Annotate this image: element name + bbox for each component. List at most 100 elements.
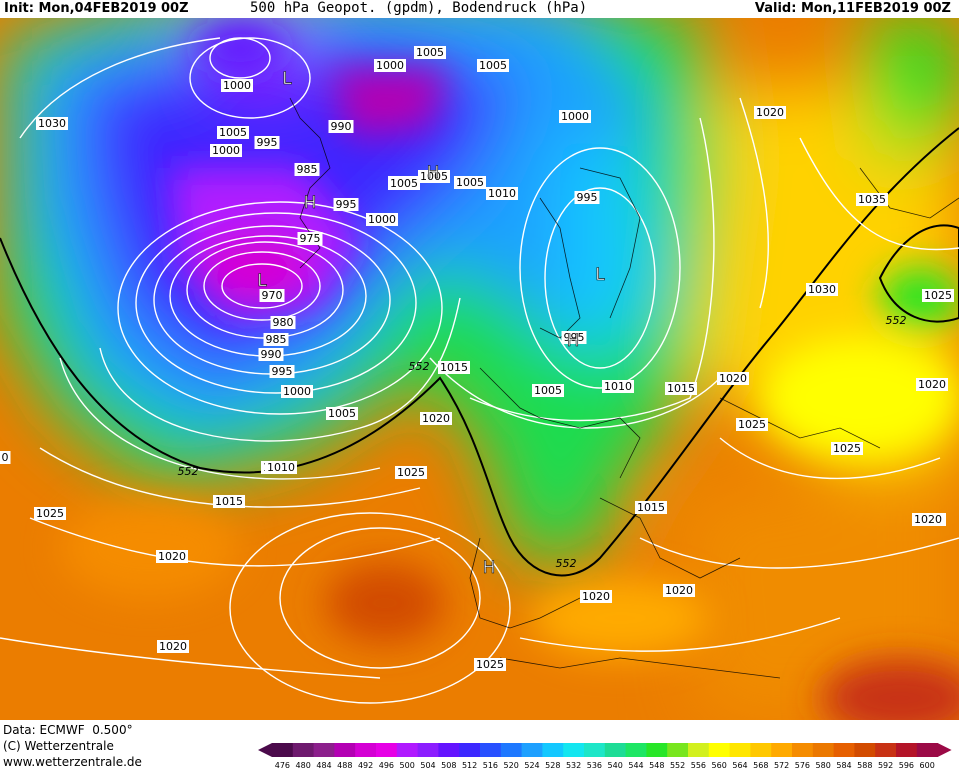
isobar-label-bg bbox=[333, 198, 359, 211]
isobar-label: 1015 bbox=[440, 361, 468, 374]
colorbar-tick-label: 540 bbox=[608, 761, 623, 770]
isobar-label-bg bbox=[328, 120, 354, 133]
isobar-label-bg bbox=[258, 348, 284, 361]
colorbar-arrow-high bbox=[937, 743, 952, 757]
colorbar-tick-label: 584 bbox=[836, 761, 851, 770]
isobar-label-bg bbox=[388, 177, 420, 190]
colorbar-tick-label: 480 bbox=[296, 761, 311, 770]
isobar-label-bg bbox=[157, 640, 189, 653]
isobar-label: 1010 bbox=[488, 187, 516, 200]
colorbar-tick-label: 588 bbox=[857, 761, 872, 770]
colorbar-cell bbox=[334, 743, 356, 757]
colorbar-cell bbox=[313, 743, 335, 757]
isobar-label-bg bbox=[916, 378, 948, 391]
isobar-label-bg bbox=[414, 46, 446, 59]
isobar-label-bg bbox=[754, 106, 786, 119]
colorbar-cell bbox=[272, 743, 294, 757]
colorbar-tick-label: 532 bbox=[566, 761, 581, 770]
coastlines bbox=[289, 97, 959, 679]
isobars bbox=[0, 37, 959, 704]
isobar-label: 1000 bbox=[561, 110, 589, 123]
isobar-label-bg bbox=[221, 79, 253, 92]
low-pressure-center: L bbox=[282, 69, 292, 89]
colorbar-cell bbox=[792, 743, 814, 757]
isobar-label: 985 bbox=[297, 163, 318, 176]
colorbar-tick-label: 516 bbox=[483, 761, 498, 770]
isobar-label-bg bbox=[831, 442, 863, 455]
isobar-label: 0 bbox=[2, 451, 9, 464]
isobar-label-bg bbox=[717, 372, 749, 385]
colorbar-tick-label: 564 bbox=[732, 761, 747, 770]
isobar-label-bg bbox=[0, 451, 11, 464]
isobar-label-bg bbox=[265, 461, 297, 474]
isobar-label: 1020 bbox=[158, 550, 186, 563]
colorbar-tick-label: 572 bbox=[774, 761, 789, 770]
isobar-label: 1020 bbox=[665, 584, 693, 597]
colorbar-cell bbox=[480, 743, 502, 757]
isobar-label-bg bbox=[217, 126, 249, 139]
isobar-label: 1030 bbox=[38, 117, 66, 130]
isobar-label: 1025 bbox=[397, 466, 425, 479]
isobar-label: 1000 bbox=[212, 144, 240, 157]
isobar-label: 980 bbox=[273, 316, 294, 329]
contour-552-label: 552 bbox=[556, 557, 577, 570]
isobar-label: 1000 bbox=[283, 385, 311, 398]
isobar-label-bg bbox=[326, 407, 358, 420]
colorbar-cell bbox=[500, 743, 523, 757]
colorbar-cell bbox=[396, 743, 419, 757]
low-pressure-center: L bbox=[595, 265, 605, 285]
colorbar-tick-label: 520 bbox=[504, 761, 519, 770]
colorbar-cell bbox=[729, 743, 751, 757]
isobar-label: 995 bbox=[577, 191, 598, 204]
geopotential-map-svg: 1000100510051000100510301000995990100510… bbox=[0, 18, 959, 720]
isobar-label-bg bbox=[210, 144, 242, 157]
colorbar-tick-label: 556 bbox=[691, 761, 706, 770]
colorbar-tick-label: 580 bbox=[816, 761, 831, 770]
colorbar-tick-label: 548 bbox=[649, 761, 664, 770]
colorbar-cell bbox=[355, 743, 377, 757]
colorbar-tick-label: 560 bbox=[712, 761, 727, 770]
isobar-label: 1025 bbox=[833, 442, 861, 455]
isobar-label: 995 bbox=[257, 136, 278, 149]
colorbar-tick-label: 576 bbox=[795, 761, 810, 770]
isobar-label-bg bbox=[156, 550, 188, 563]
isobar-label-bg bbox=[477, 59, 509, 72]
valid-time-label: Valid: Mon,11FEB2019 00Z bbox=[754, 1, 951, 16]
isobar-label: 1015 bbox=[667, 382, 695, 395]
init-time-label: Init: Mon,04FEB2019 00Z bbox=[4, 1, 189, 16]
isobar-label: 1010 bbox=[267, 461, 295, 474]
isobar-label-bg bbox=[580, 590, 612, 603]
isobar-label: 990 bbox=[331, 120, 352, 133]
colorbar-tick-label: 544 bbox=[628, 761, 643, 770]
isobar-label: 1020 bbox=[918, 378, 946, 391]
isobar-label-bg bbox=[297, 232, 323, 245]
isobar-label-bg bbox=[294, 163, 320, 176]
map-title: 500 hPa Geopot. (gpdm), Bodendruck (hPa) bbox=[250, 0, 588, 16]
isobar-label-bg bbox=[574, 191, 600, 204]
isobar-label-bg bbox=[366, 213, 398, 226]
isobar-label: 1005 bbox=[416, 46, 444, 59]
colorbar-tick-label: 492 bbox=[358, 761, 373, 770]
isobar-label-bg bbox=[532, 384, 564, 397]
high-pressure-center: H bbox=[567, 331, 580, 351]
colorbar-tick-label: 512 bbox=[462, 761, 477, 770]
isobar-label-bg bbox=[36, 117, 68, 130]
isobar-label-bg bbox=[270, 316, 296, 329]
isobar-label: 1025 bbox=[738, 418, 766, 431]
isobar-label: 1030 bbox=[808, 283, 836, 296]
isobar-label-bg bbox=[269, 365, 295, 378]
isobar-label: 1005 bbox=[219, 126, 247, 139]
colorbar-tick-label: 596 bbox=[899, 761, 914, 770]
contour-552 bbox=[0, 127, 959, 577]
colorbar-tick-label: 488 bbox=[337, 761, 352, 770]
isobar-label-bg bbox=[922, 289, 954, 302]
isobar-label: 995 bbox=[336, 198, 357, 211]
isobar-label: 1000 bbox=[376, 59, 404, 72]
colorbar-tick-label: 600 bbox=[920, 761, 935, 770]
isobar-label: 1005 bbox=[328, 407, 356, 420]
colorbar-tick-label: 504 bbox=[420, 761, 435, 770]
isobar-label-bg bbox=[486, 187, 518, 200]
isobar-label-bg bbox=[420, 412, 452, 425]
colorbar-tick-label: 476 bbox=[275, 761, 290, 770]
isobar-label-bg bbox=[635, 501, 667, 514]
